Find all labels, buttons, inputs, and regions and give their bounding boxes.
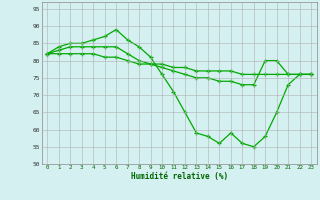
- X-axis label: Humidité relative (%): Humidité relative (%): [131, 172, 228, 181]
